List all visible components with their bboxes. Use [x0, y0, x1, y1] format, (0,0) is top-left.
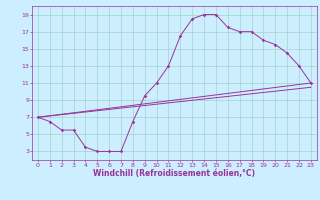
X-axis label: Windchill (Refroidissement éolien,°C): Windchill (Refroidissement éolien,°C) [93, 169, 255, 178]
